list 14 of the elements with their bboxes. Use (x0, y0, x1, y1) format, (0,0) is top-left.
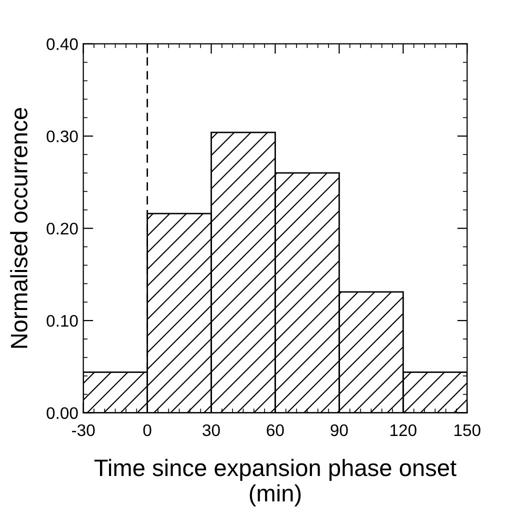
y-tick-label: 0.30 (46, 130, 78, 142)
x-axis-title: Time since expansion phase onset (min) (94, 458, 456, 506)
y-tick-label: 0.40 (46, 38, 78, 50)
y-tick-label: 0.10 (46, 314, 78, 327)
y-tick-label: 0.00 (46, 407, 78, 420)
x-tick-label: 150 (454, 424, 480, 436)
x-tick-label: 90 (330, 424, 348, 436)
x-tick-label: 120 (390, 424, 416, 436)
y-tick-label: 0.20 (46, 222, 78, 235)
x-tick-label: 30 (202, 424, 220, 436)
x-tick-label: 60 (266, 424, 284, 436)
y-axis-title: Normalised occurrence (10, 108, 28, 348)
x-tick-label: -30 (72, 424, 95, 436)
x-tick-label: 0 (143, 424, 152, 436)
